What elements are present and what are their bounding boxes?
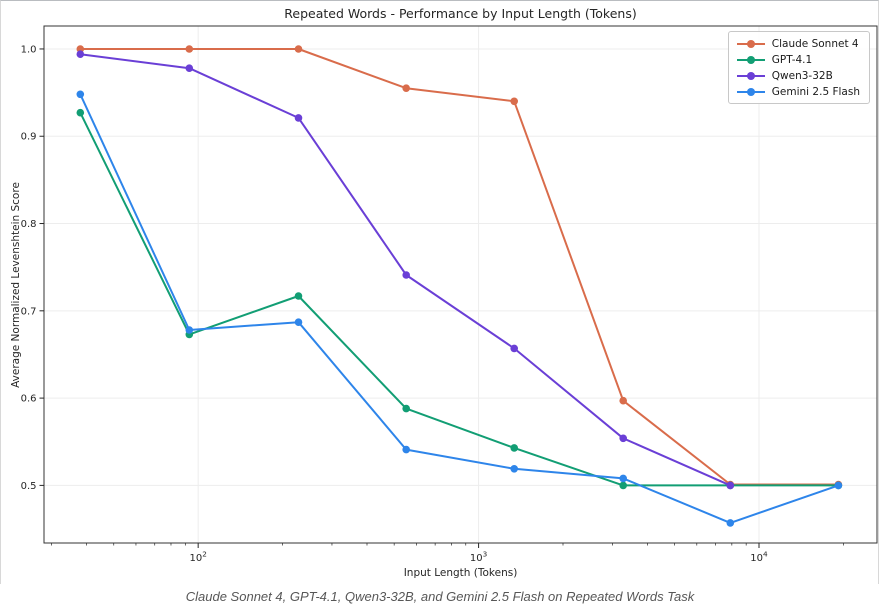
data-point <box>76 45 85 53</box>
series-gemini-2-5-flash <box>76 90 843 527</box>
x-axis-label: Input Length (Tokens) <box>403 567 518 579</box>
data-point <box>726 481 735 490</box>
legend-label: Claude Sonnet 4 <box>771 37 859 50</box>
y-tick-label: 0.5 <box>21 481 37 492</box>
data-point <box>619 396 627 405</box>
y-tick-label: 0.9 <box>21 132 37 143</box>
data-point <box>294 292 303 300</box>
y-axis-label: Average Normalized Levenshtein Score <box>10 182 22 388</box>
data-point <box>76 50 85 58</box>
data-point <box>76 108 85 117</box>
data-point <box>619 434 627 443</box>
data-point <box>402 404 411 413</box>
plot-area <box>44 26 877 543</box>
legend-item-gemini-2-5-flash: Gemini 2.5 Flash <box>736 85 860 98</box>
legend-label: Qwen3-32B <box>771 69 833 82</box>
data-point <box>185 45 194 53</box>
data-point <box>619 474 627 483</box>
data-point <box>294 45 303 53</box>
data-point <box>402 271 411 279</box>
legend-item-gpt-4-1: GPT-4.1 <box>736 53 860 66</box>
plot-border <box>43 25 878 544</box>
data-point <box>510 344 518 353</box>
legend-line-marker-icon <box>736 87 765 96</box>
data-point <box>510 444 518 452</box>
data-point <box>76 90 85 99</box>
data-point <box>510 465 518 473</box>
data-point <box>185 326 194 334</box>
series-line <box>79 48 840 486</box>
data-point <box>510 97 518 106</box>
data-point <box>294 114 303 122</box>
performance-line-chart: 102 103 104 0.5 0.6 0.7 0.8 0.9 1.0 <box>21 25 878 565</box>
y-tick-label: 0.8 <box>21 219 37 230</box>
legend-label: Gemini 2.5 Flash <box>771 85 860 98</box>
legend-label: GPT-4.1 <box>771 53 813 66</box>
legend: Claude Sonnet 4 GPT-4.1 Qwen3-32B Gemini… <box>727 31 870 104</box>
series-qwen3-32b <box>76 50 735 490</box>
chart-title: Repeated Words - Performance by Input Le… <box>284 6 637 21</box>
data-point <box>402 445 411 454</box>
x-tick-label: 102 <box>189 550 206 565</box>
y-tick-label: 0.6 <box>21 394 37 405</box>
legend-line-marker-icon <box>736 39 765 48</box>
figure-caption: Claude Sonnet 4, GPT-4.1, Qwen3-32B, and… <box>185 589 695 604</box>
data-point <box>726 519 735 527</box>
data-point <box>402 84 411 92</box>
legend-line-marker-icon <box>736 71 765 80</box>
data-point <box>185 64 194 72</box>
y-tick-label: 1.0 <box>21 44 37 55</box>
data-point <box>294 318 303 327</box>
y-tick-label: 0.7 <box>21 306 37 317</box>
x-tick-label: 103 <box>470 550 488 565</box>
legend-line-marker-icon <box>736 55 765 64</box>
series-line <box>79 93 840 524</box>
data-point <box>834 481 843 490</box>
data-point <box>619 481 627 490</box>
chart-figure: 102 103 104 0.5 0.6 0.7 0.8 0.9 1.0 Repeated Wor… <box>0 0 879 584</box>
legend-item-qwen3-32b: Qwen3-32B <box>736 69 860 82</box>
legend-item-claude-sonnet-4: Claude Sonnet 4 <box>736 37 860 50</box>
x-tick-label: 104 <box>750 550 768 565</box>
